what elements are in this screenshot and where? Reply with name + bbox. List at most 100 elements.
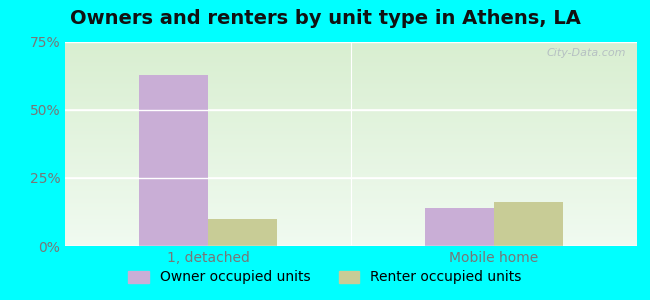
Bar	[65, 230, 637, 231]
Bar	[65, 196, 637, 197]
Bar	[65, 181, 637, 182]
Bar	[65, 154, 637, 155]
Bar	[65, 214, 637, 215]
Bar	[65, 96, 637, 97]
Bar	[65, 167, 637, 169]
Bar	[65, 104, 637, 105]
Bar	[65, 74, 637, 75]
Bar	[65, 151, 637, 152]
Bar	[65, 141, 637, 142]
Bar	[65, 180, 637, 181]
Bar	[65, 133, 637, 134]
Bar	[65, 73, 637, 74]
Bar	[65, 172, 637, 174]
Bar	[65, 164, 637, 165]
Bar	[65, 78, 637, 79]
Bar	[65, 118, 637, 119]
Bar	[65, 150, 637, 151]
Bar	[65, 211, 637, 212]
Bar	[65, 107, 637, 108]
Bar	[65, 191, 637, 192]
Bar	[65, 155, 637, 156]
Bar	[494, 202, 563, 246]
Bar	[65, 42, 637, 43]
Bar	[65, 46, 637, 47]
Bar	[65, 88, 637, 89]
Bar	[65, 128, 637, 129]
Bar	[65, 212, 637, 213]
Bar	[65, 240, 637, 241]
Bar	[65, 142, 637, 143]
Bar	[65, 93, 637, 94]
Bar	[65, 94, 637, 95]
Bar	[65, 192, 637, 193]
Bar	[65, 169, 637, 170]
Bar	[65, 215, 637, 216]
Bar	[65, 111, 637, 112]
Bar	[65, 152, 637, 153]
Bar	[65, 221, 637, 223]
Bar	[65, 183, 637, 184]
Bar	[65, 187, 637, 188]
Bar	[65, 49, 637, 50]
Bar	[65, 210, 637, 211]
Bar	[65, 127, 637, 128]
Bar	[65, 63, 637, 64]
Bar	[65, 209, 637, 210]
Bar	[65, 67, 637, 68]
Bar	[65, 118, 637, 119]
Bar	[65, 162, 637, 164]
Bar	[65, 92, 637, 93]
Bar	[65, 55, 637, 56]
Bar	[65, 103, 637, 104]
Bar	[65, 101, 637, 102]
Bar	[65, 146, 637, 147]
Bar	[65, 137, 637, 138]
Text: Owners and renters by unit type in Athens, LA: Owners and renters by unit type in Athen…	[70, 9, 580, 28]
Bar	[65, 124, 637, 126]
Bar	[425, 208, 494, 246]
Bar	[65, 190, 637, 191]
Bar	[65, 223, 637, 224]
Bar	[65, 225, 637, 226]
Bar	[65, 201, 637, 202]
Bar	[65, 234, 637, 235]
Bar	[65, 147, 637, 148]
Bar	[65, 189, 637, 190]
Bar	[65, 206, 637, 207]
Bar	[65, 202, 637, 203]
Bar	[65, 174, 637, 175]
Bar	[65, 130, 637, 131]
Bar	[65, 179, 637, 180]
Bar	[65, 70, 637, 72]
Bar	[65, 169, 637, 170]
Bar	[65, 185, 637, 186]
Bar	[65, 143, 637, 144]
Bar	[65, 59, 637, 60]
Bar	[65, 184, 637, 185]
Bar	[65, 52, 637, 53]
Bar	[65, 77, 637, 78]
Bar	[65, 218, 637, 220]
Bar	[65, 89, 637, 90]
Bar	[65, 149, 637, 150]
Bar	[65, 138, 637, 139]
Bar	[65, 80, 637, 81]
Bar	[65, 178, 637, 179]
Bar	[65, 99, 637, 100]
Bar	[65, 98, 637, 99]
Bar	[65, 176, 637, 177]
Bar	[65, 81, 637, 82]
Bar	[65, 236, 637, 237]
Bar	[65, 199, 637, 200]
Bar	[65, 239, 637, 240]
Bar	[65, 195, 637, 196]
Bar	[65, 58, 637, 59]
Bar	[65, 175, 637, 176]
Bar	[65, 82, 637, 83]
Bar	[65, 237, 637, 238]
Bar	[208, 219, 277, 246]
Bar	[65, 50, 637, 51]
Bar	[65, 145, 637, 146]
Bar	[65, 188, 637, 189]
